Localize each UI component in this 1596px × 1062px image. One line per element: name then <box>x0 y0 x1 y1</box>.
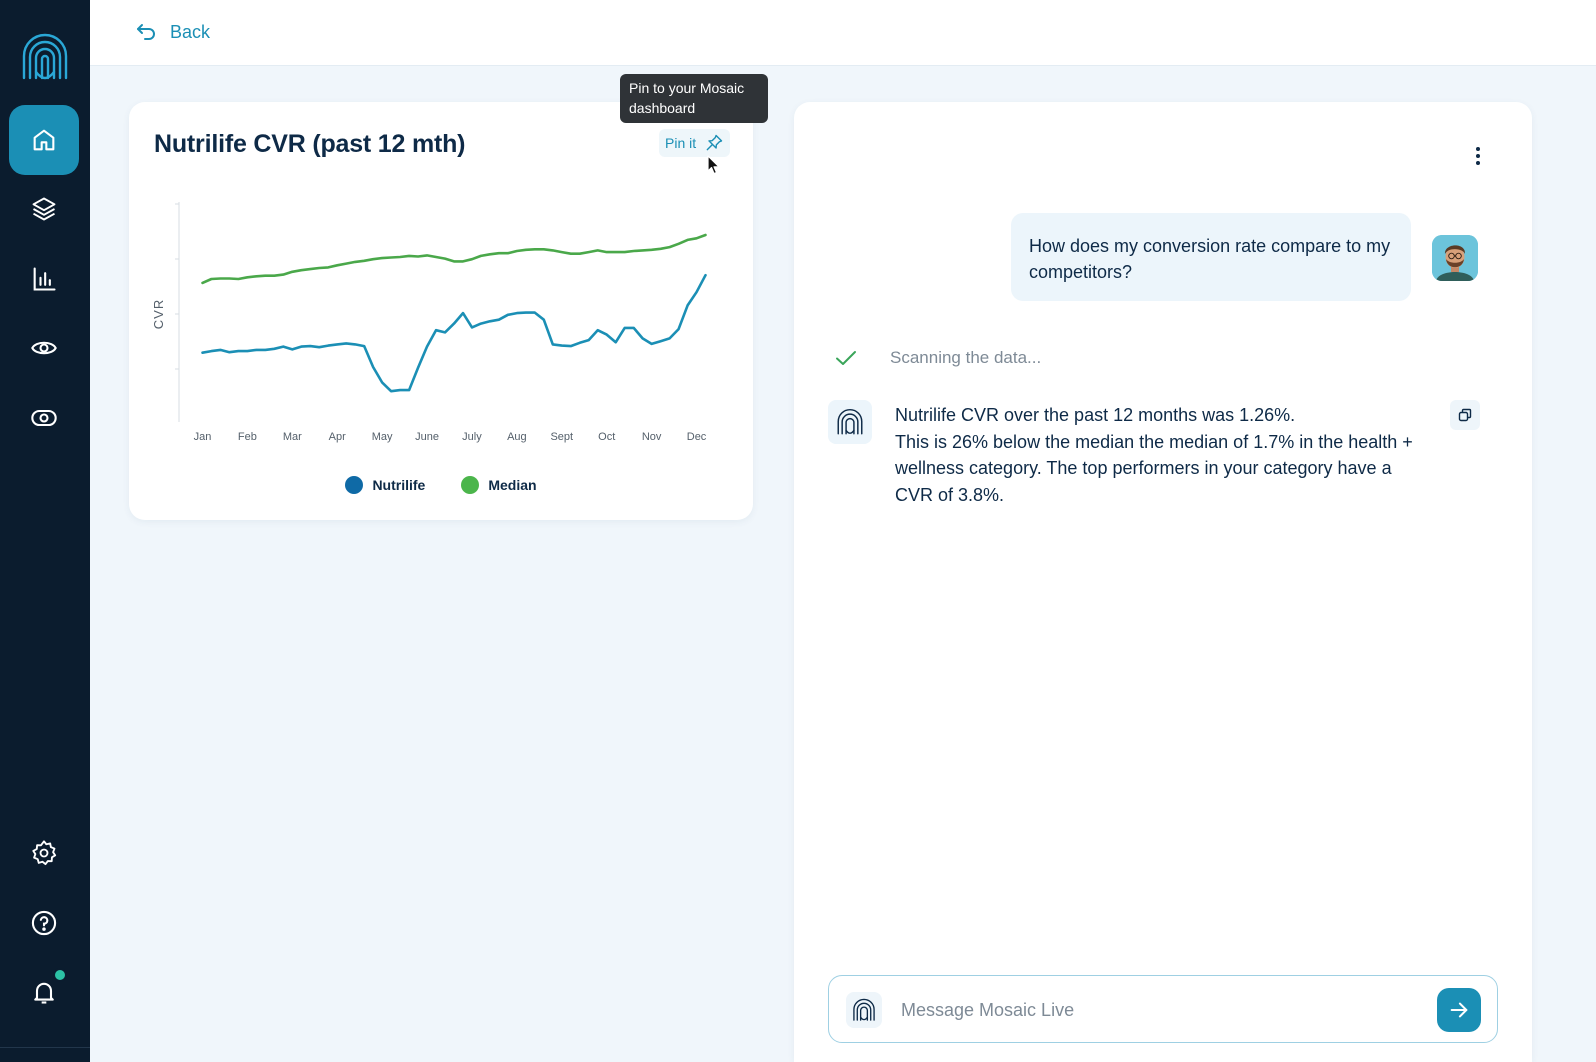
copy-icon <box>1458 408 1472 422</box>
user-avatar-icon[interactable] <box>1432 235 1478 281</box>
nav-monitor[interactable] <box>9 383 79 453</box>
x-tick-label: Dec <box>687 431 707 443</box>
layers-icon <box>32 197 56 221</box>
nav-insights[interactable] <box>9 313 79 383</box>
mosaic-bot-avatar <box>828 400 872 444</box>
eye-icon <box>31 341 57 355</box>
help-circle-icon <box>31 910 57 936</box>
x-tick-label: Oct <box>598 431 615 443</box>
chart-legend: Nutrilife Median <box>129 476 753 494</box>
topbar: Back <box>90 0 1596 66</box>
nav-layers[interactable] <box>9 174 79 244</box>
mosaic-logo-icon[interactable] <box>20 32 70 82</box>
mosaic-logo-icon <box>846 992 882 1028</box>
notification-badge <box>53 968 67 982</box>
lens-icon <box>31 409 57 427</box>
x-tick-label: Mar <box>283 431 302 443</box>
sidebar-divider <box>0 1047 90 1048</box>
mouse-cursor-icon <box>707 155 720 175</box>
cvr-line-chart: CVR Jan Feb Mar Apr May June July Aug Sept Oct Nov D… <box>151 202 707 443</box>
check-icon <box>836 351 856 365</box>
chat-panel: How does my conversion rate compare to m… <box>794 102 1532 1062</box>
home-icon <box>33 129 55 151</box>
x-tick-label: Sept <box>550 431 573 443</box>
legend-label: Median <box>488 477 537 493</box>
nav-notifications[interactable] <box>9 957 79 1027</box>
nav-home[interactable] <box>9 105 79 175</box>
back-label: Back <box>170 21 211 42</box>
message-composer <box>828 975 1498 1043</box>
x-tick-label: May <box>372 431 393 443</box>
legend-item-nutrilife: Nutrilife <box>345 476 425 494</box>
pin-it-button[interactable]: Pin it <box>659 129 731 157</box>
chart-card: Nutrilife CVR (past 12 mth) Pin it CVR Ja… <box>129 102 753 520</box>
series-line-nutrilife <box>201 273 707 393</box>
legend-dot <box>461 476 480 494</box>
pin-tooltip: Pin to your Mosaic dashboard <box>620 74 768 123</box>
chart-title: Nutrilife CVR (past 12 mth) <box>154 130 466 158</box>
more-options-icon[interactable] <box>1468 144 1488 168</box>
nav-settings[interactable] <box>9 818 79 888</box>
gear-icon <box>32 840 57 866</box>
legend-item-median: Median <box>461 476 537 494</box>
legend-dot <box>345 476 364 494</box>
back-arrow-icon <box>137 24 155 40</box>
x-tick-label: Aug <box>507 431 527 443</box>
back-button[interactable]: Back <box>134 20 210 44</box>
x-tick-label: Feb <box>238 431 257 443</box>
bell-icon <box>34 982 54 1004</box>
copy-button[interactable] <box>1450 400 1480 430</box>
scanning-status: Scanning the data... <box>834 346 1041 370</box>
x-tick-label: Jan <box>194 431 212 443</box>
x-tick-label: Apr <box>329 431 346 443</box>
series-line-median <box>201 233 707 285</box>
nav-analytics[interactable] <box>9 244 79 314</box>
send-button[interactable] <box>1437 988 1481 1032</box>
pin-it-label: Pin it <box>665 135 697 151</box>
bar-chart-icon <box>33 267 56 291</box>
status-text: Scanning the data... <box>890 348 1042 367</box>
x-tick-label: July <box>462 431 482 443</box>
x-tick-label: June <box>415 431 439 443</box>
user-message: How does my conversion rate compare to m… <box>1011 213 1411 301</box>
pin-icon <box>706 134 723 151</box>
bot-message: Nutrilife CVR over the past 12 months wa… <box>895 402 1425 508</box>
bot-message-line: Nutrilife CVR over the past 12 months wa… <box>895 405 1296 425</box>
y-axis-label: CVR <box>151 299 166 329</box>
bot-message-line: This is 26% below the median the median … <box>895 431 1413 505</box>
mosaic-logo-icon <box>837 409 863 435</box>
message-input[interactable] <box>901 994 1421 1026</box>
x-tick-label: Nov <box>642 431 662 443</box>
sidebar <box>0 0 90 1062</box>
legend-label: Nutrilife <box>372 477 426 493</box>
arrow-right-icon <box>1450 1002 1468 1018</box>
nav-help[interactable] <box>9 888 79 958</box>
